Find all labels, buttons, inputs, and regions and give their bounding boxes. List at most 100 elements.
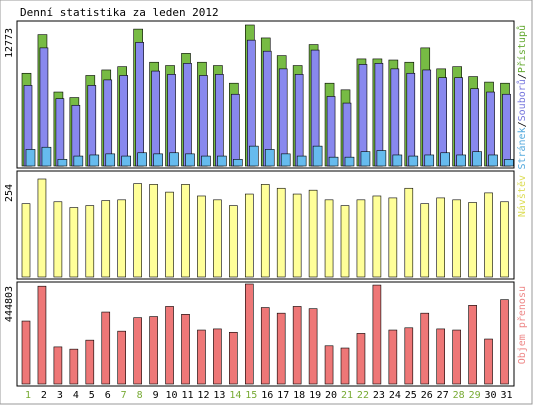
x-tick-label-day-11: 11	[181, 390, 193, 401]
panel-2: 254 Návštěv	[4, 170, 528, 280]
bar-stranek-day-8	[137, 152, 147, 167]
bar-souboru-day-22	[358, 64, 368, 167]
bar-stranek-day-10	[169, 152, 179, 167]
bar-navstev-day-24	[388, 197, 398, 278]
bar-objem-prenosu-day-4	[69, 348, 79, 385]
x-tick-label-day-24: 24	[389, 390, 401, 401]
bar-objem-prenosu-day-12	[197, 329, 206, 385]
bar-objem-prenosu-day-16	[260, 307, 270, 385]
legend-item: Stránek	[516, 127, 528, 169]
bar-objem-prenosu-day-3	[53, 346, 63, 385]
x-tick-label-day-26: 26	[421, 390, 433, 401]
bar-stranek-day-12	[201, 155, 211, 167]
bar-souboru-day-10	[167, 74, 176, 167]
legend-item: Návštěv	[516, 175, 528, 217]
x-tick-label-day-29: 29	[469, 390, 481, 401]
bar-objem-prenosu-day-10	[165, 306, 174, 385]
x-tick-label-day-23: 23	[373, 390, 385, 401]
x-tick-label-day-2: 2	[41, 390, 47, 401]
x-tick-label-day-14: 14	[229, 390, 241, 401]
bar-navstev-day-15	[245, 193, 254, 278]
legend: Stránek/Souborů/Přístupů	[516, 25, 528, 170]
bar-stranek-day-19	[312, 145, 323, 167]
x-tick-label-day-31: 31	[500, 390, 512, 401]
bar-navstev-day-4	[69, 207, 79, 278]
legend-item: /	[517, 73, 528, 79]
legend: Návštěv	[516, 175, 528, 217]
bar-objem-prenosu-day-25	[404, 327, 414, 385]
panel-frame	[16, 281, 515, 387]
bar-stranek-day-9	[153, 153, 163, 167]
bar-stranek-day-28	[456, 154, 466, 167]
legend-item: Souborů	[516, 79, 528, 121]
bar-navstev-day-30	[484, 192, 493, 278]
bar-navstev-day-21	[340, 205, 350, 278]
bar-objem-prenosu-day-30	[484, 338, 493, 385]
x-tick-label-day-27: 27	[437, 390, 449, 401]
x-tick-label-day-1: 1	[25, 390, 31, 401]
bar-navstev-day-8	[133, 183, 142, 278]
bar-navstev-day-31	[500, 201, 509, 278]
bar-navstev-day-25	[404, 187, 414, 278]
bar-souboru-day-12	[199, 75, 208, 167]
bar-stranek-day-23	[376, 150, 387, 167]
bar-stranek-day-2	[41, 146, 52, 167]
x-tick-label-day-17: 17	[277, 390, 289, 401]
bar-navstev-day-26	[420, 203, 430, 278]
bar-stranek-day-26	[424, 154, 435, 167]
bar-stranek-day-29	[472, 151, 482, 167]
chart-title: Denní statistika za leden 2012	[20, 6, 219, 19]
bar-stranek-day-21	[344, 156, 355, 167]
bar-objem-prenosu-day-23	[372, 284, 382, 385]
x-tick-label-day-16: 16	[261, 390, 273, 401]
x-tick-label-day-8: 8	[137, 390, 143, 401]
bar-souboru-day-6	[103, 79, 113, 167]
bar-navstev-day-7	[117, 199, 126, 278]
bar-navstev-day-12	[197, 195, 206, 278]
bar-navstev-day-1	[21, 203, 31, 278]
bar-stranek-day-18	[296, 155, 307, 167]
bar-objem-prenosu-day-22	[356, 333, 366, 385]
bar-stranek-day-30	[488, 154, 498, 167]
bar-navstev-day-17	[276, 187, 286, 278]
x-tick-label-day-30: 30	[485, 390, 497, 401]
bar-navstev-day-11	[181, 184, 190, 278]
bar-objem-prenosu-day-19	[308, 308, 318, 385]
bar-navstev-day-9	[149, 184, 158, 278]
bar-objem-prenosu-day-2	[37, 285, 47, 385]
bar-navstev-day-6	[101, 200, 111, 278]
bar-stranek-day-15	[249, 145, 259, 167]
panel-frame	[16, 170, 515, 280]
x-tick-label-day-28: 28	[453, 390, 465, 401]
x-axis-day-labels: 1 2 3 4 5 6 7 8 9 10 11 12 13 14 15 16 17 18 19 20 21 22 23 24 2…	[25, 390, 513, 401]
y-max-label: 444803	[4, 286, 15, 322]
x-tick-label-day-12: 12	[197, 390, 209, 401]
x-tick-label-day-18: 18	[293, 390, 305, 401]
bar-stranek-day-7	[121, 155, 131, 167]
bar-stranek-day-6	[105, 153, 116, 167]
bar-navstev-day-18	[292, 193, 302, 278]
x-tick-label-day-6: 6	[105, 390, 111, 401]
x-tick-label-day-10: 10	[166, 390, 178, 401]
bar-objem-prenosu-day-8	[133, 317, 142, 385]
bar-navstev-day-29	[468, 202, 477, 278]
x-tick-label-day-19: 19	[309, 390, 321, 401]
bar-souboru-day-13	[215, 74, 224, 167]
bar-stranek-day-25	[408, 155, 419, 167]
y-max-label: 254	[4, 184, 15, 202]
bar-stranek-day-22	[360, 151, 371, 167]
bar-navstev-day-10	[165, 191, 174, 278]
panel-frame	[16, 20, 515, 169]
bar-stranek-day-20	[328, 156, 339, 167]
y-max-label: 12773	[4, 28, 15, 58]
bar-souboru-day-18	[294, 74, 304, 167]
bar-stranek-day-4	[73, 155, 84, 167]
bar-navstev-day-5	[85, 205, 95, 278]
bar-navstev-day-2	[37, 178, 47, 278]
bar-souboru-day-9	[151, 70, 160, 167]
bar-navstev-day-3	[53, 201, 63, 278]
bar-stranek-day-3	[57, 159, 68, 167]
